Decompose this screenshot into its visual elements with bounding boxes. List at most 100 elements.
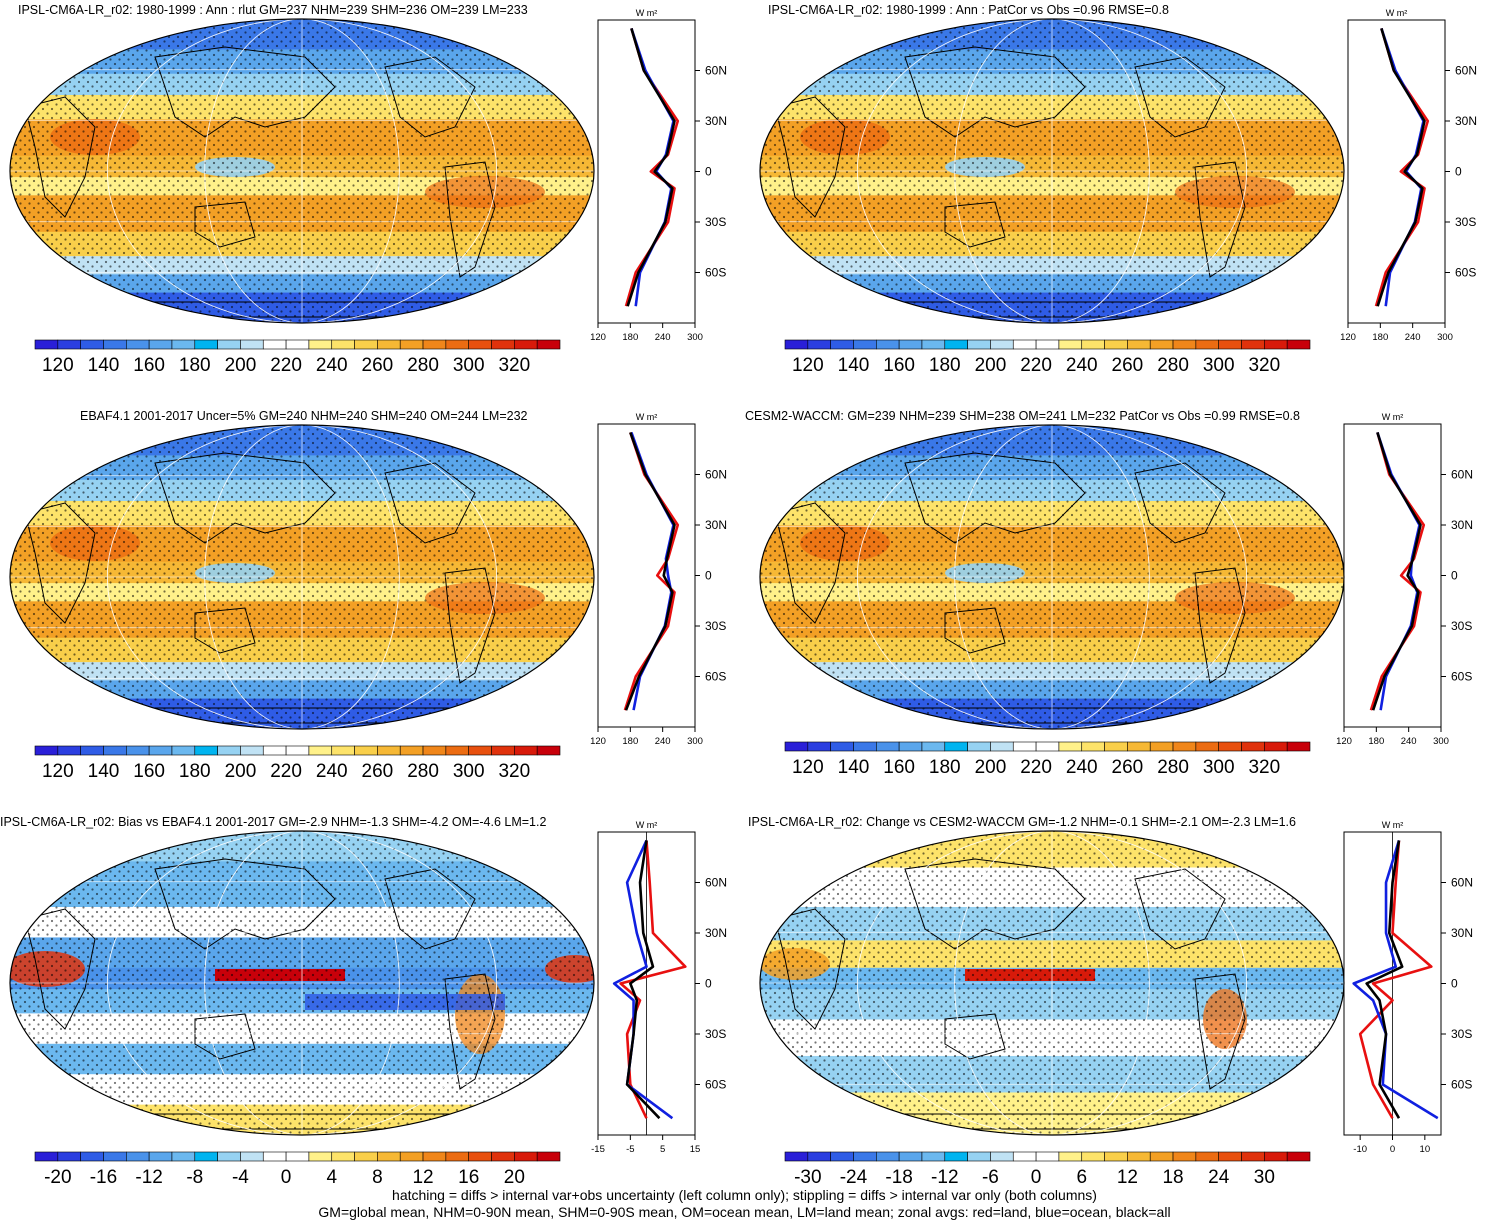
colorbar-swatch [1127, 742, 1150, 751]
colorbar-swatch [1013, 1152, 1036, 1161]
colorbar-label: 240 [316, 761, 348, 782]
lat-tick-label: 30N [705, 518, 727, 532]
colorbar-swatch [537, 340, 560, 349]
colorbar-swatch [1059, 1152, 1082, 1161]
colorbar-label: 320 [1248, 757, 1280, 778]
lat-tick-label: 30S [705, 1027, 726, 1041]
panel-title: IPSL-CM6A-LR_r02: Bias vs EBAF4.1 2001-2… [0, 815, 546, 829]
colorbar-swatch [968, 742, 991, 751]
colorbar-swatch [1287, 340, 1310, 349]
colorbar-swatch [35, 1152, 58, 1161]
colorbar-swatch [1287, 1152, 1310, 1161]
colorbar-swatch [1173, 340, 1196, 349]
lat-tick-label: 60S [705, 670, 726, 684]
zonal-land-line [625, 432, 678, 710]
lat-tick-label: 0 [1451, 569, 1458, 583]
colorbar-label: -12 [135, 1167, 162, 1188]
colorbar-label: 280 [407, 355, 439, 376]
colorbar-swatch [899, 1152, 922, 1161]
colorbar-swatch [1036, 340, 1059, 349]
panel-title: IPSL-CM6A-LR_r02: 1980-1999 : Ann : rlut… [18, 3, 528, 17]
colorbar-label: 220 [1020, 355, 1052, 376]
colorbar-label: 6 [1076, 1167, 1087, 1188]
colorbar-label: 140 [88, 761, 120, 782]
colorbar-swatch [1196, 340, 1219, 349]
colorbar-label: 240 [316, 355, 348, 376]
colorbar-swatch [514, 746, 537, 755]
colorbar-swatch [446, 746, 469, 755]
lat-tick-label: 60S [1451, 670, 1472, 684]
colorbar-swatch [309, 746, 332, 755]
colorbar-swatch [240, 1152, 263, 1161]
zonal-land-line [1376, 28, 1428, 306]
lat-tick-label: 30S [1451, 1027, 1472, 1041]
colorbar-swatch [1287, 742, 1310, 751]
colorbar-swatch [537, 746, 560, 755]
lat-tick-label: 30N [705, 926, 727, 940]
colorbar-swatch [149, 1152, 172, 1161]
x-tick-label: 300 [687, 736, 703, 747]
colorbar-swatch [240, 340, 263, 349]
colorbar-label: 220 [270, 355, 302, 376]
colorbar-swatch [831, 1152, 854, 1161]
colorbar-swatch [172, 1152, 195, 1161]
colorbar-label: 260 [1112, 355, 1144, 376]
colorbar-swatch [1013, 742, 1036, 751]
panel-title: EBAF4.1 2001-2017 Uncer=5% GM=240 NHM=24… [80, 409, 527, 423]
colorbar-swatch [492, 746, 515, 755]
zonal-all-line [628, 28, 675, 306]
zonal-ocean-line [614, 840, 672, 1118]
colorbar-swatch [945, 742, 968, 751]
colorbar-swatch [808, 1152, 831, 1161]
colorbar-swatch [808, 340, 831, 349]
colorbar-swatch [1196, 1152, 1219, 1161]
colorbar-swatch [968, 340, 991, 349]
colorbar-swatch [831, 340, 854, 349]
colorbar-label: 220 [270, 761, 302, 782]
zonal-units-label: W m² [636, 820, 658, 830]
x-tick-label: 10 [1420, 1144, 1431, 1155]
colorbar-swatch [1150, 742, 1173, 751]
colorbar-swatch [1173, 1152, 1196, 1161]
colorbar-label: 180 [179, 761, 211, 782]
colorbar-swatch [785, 340, 808, 349]
colorbar-swatch [853, 340, 876, 349]
colorbar-label: 0 [281, 1167, 292, 1188]
x-tick-label: 15 [690, 1144, 701, 1155]
lat-tick-label: 30S [1455, 215, 1476, 229]
lat-tick-label: 60N [1451, 468, 1473, 482]
colorbar-label: 300 [1203, 355, 1235, 376]
colorbar-swatch [103, 340, 126, 349]
colorbar-label: -20 [44, 1167, 71, 1188]
panel-title: IPSL-CM6A-LR_r02: 1980-1999 : Ann : PatC… [768, 3, 1169, 17]
colorbar-swatch [1219, 742, 1242, 751]
colorbar-swatch [446, 340, 469, 349]
colorbar-label: 140 [838, 355, 870, 376]
colorbar-swatch [400, 1152, 423, 1161]
colorbar-label: 120 [42, 355, 74, 376]
colorbar-swatch [400, 746, 423, 755]
colorbar-label: 120 [42, 761, 74, 782]
colorbar-label: 220 [1020, 757, 1052, 778]
colorbar-swatch [1173, 742, 1196, 751]
colorbar-label: 280 [407, 761, 439, 782]
colorbar-label: 140 [838, 757, 870, 778]
colorbar-label: 20 [504, 1167, 525, 1188]
lat-tick-label: 0 [1451, 977, 1458, 991]
colorbar-label: 160 [883, 355, 915, 376]
x-tick-label: 120 [1340, 332, 1356, 343]
zonal-land-line [1360, 840, 1431, 1118]
lat-tick-label: 30N [1451, 926, 1473, 940]
colorbar-swatch [195, 340, 218, 349]
lat-tick-label: 60S [1455, 266, 1476, 280]
x-tick-label: 180 [1368, 736, 1384, 747]
colorbar-swatch [423, 1152, 446, 1161]
colorbar-swatch [103, 1152, 126, 1161]
colorbar-label: 260 [362, 761, 394, 782]
colorbar-swatch [126, 1152, 149, 1161]
colorbar-swatch [1264, 742, 1287, 751]
